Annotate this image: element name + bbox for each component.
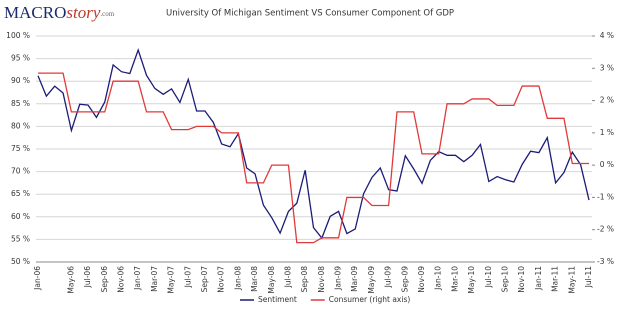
series-line (38, 72, 589, 244)
logo-accent: story (66, 3, 100, 22)
y-tick-label: 65 % (11, 189, 30, 198)
x-tick-label: Mar-11 (551, 266, 560, 292)
y-tick-label: 100 % (6, 31, 30, 40)
y-tick-label: 55 % (11, 234, 30, 243)
x-tick-label: Nov-07 (217, 266, 226, 293)
y2-tick-label: 2 % (600, 96, 614, 105)
x-tick-label: Jan-07 (133, 266, 142, 291)
y2-tick-label: 3 % (600, 63, 614, 72)
x-tick-label: Jul-09 (384, 266, 393, 289)
x-tick-label: Jan-09 (334, 266, 343, 291)
chart-title: University Of Michigan Sentiment VS Cons… (166, 9, 454, 19)
x-tick-label: Jan-06 (33, 266, 42, 291)
y2-tick-label: -1 % (597, 192, 614, 201)
x-tick-label: May-07 (167, 266, 176, 294)
y-tick-label: 90 % (11, 76, 30, 85)
y-tick-label: 60 % (11, 212, 30, 221)
logo-main: MACRO (4, 3, 66, 22)
x-tick-label: May-09 (367, 266, 376, 294)
x-tick-label: Sep-08 (300, 266, 309, 293)
x-tick-label: Nov-08 (317, 266, 326, 293)
x-tick-label: May-11 (567, 266, 576, 294)
x-tick-label: Nov-06 (116, 266, 125, 293)
x-tick-label: Jul-07 (183, 266, 192, 289)
logo: MACROstory.com (4, 3, 115, 22)
legend-label: Sentiment (258, 295, 297, 304)
x-tick-label: Jan-10 (434, 266, 443, 291)
x-tick-label: Jul-06 (83, 266, 92, 289)
x-tick-label: May-10 (467, 266, 476, 294)
x-tick-label: Sep-10 (501, 266, 510, 293)
y-tick-label: 95 % (11, 54, 30, 63)
x-tick-label: Mar-10 (450, 266, 459, 292)
y2-tick-label: 0 % (600, 160, 614, 169)
y2-tick-label: -3 % (597, 257, 614, 266)
y-tick-label: 80 % (11, 121, 30, 130)
y2-tick-label: -2 % (597, 225, 614, 234)
x-tick-label: Nov-10 (517, 266, 526, 293)
x-tick-label: Mar-09 (350, 266, 359, 292)
x-tick-label: Sep-07 (200, 266, 209, 293)
x-tick-label: May-06 (66, 266, 75, 294)
y2-tick-label: 1 % (600, 128, 614, 137)
series-line (37, 48, 590, 240)
x-tick-label: Jul-11 (584, 266, 593, 289)
legend-label: Consumer (right axis) (329, 295, 411, 304)
x-tick-label: Mar-07 (150, 266, 159, 292)
y-tick-label: 85 % (11, 99, 30, 108)
x-tick-label: Sep-06 (100, 266, 109, 293)
x-tick-label: Sep-09 (400, 266, 409, 293)
x-tick-label: Nov-09 (417, 266, 426, 293)
x-tick-label: Jan-08 (233, 266, 242, 291)
logo-suffix: .com (100, 10, 114, 18)
x-tick-label: Mar-08 (250, 266, 259, 292)
x-tick-label: Jan-11 (534, 266, 543, 291)
y-tick-label: 50 % (11, 257, 30, 266)
x-tick-label: May-08 (267, 266, 276, 294)
x-tick-label: Jul-08 (283, 266, 292, 289)
x-tick-label: Jul-10 (484, 266, 493, 289)
y2-tick-label: 4 % (600, 31, 614, 40)
y-tick-label: 75 % (11, 144, 30, 153)
y-tick-label: 70 % (11, 167, 30, 176)
